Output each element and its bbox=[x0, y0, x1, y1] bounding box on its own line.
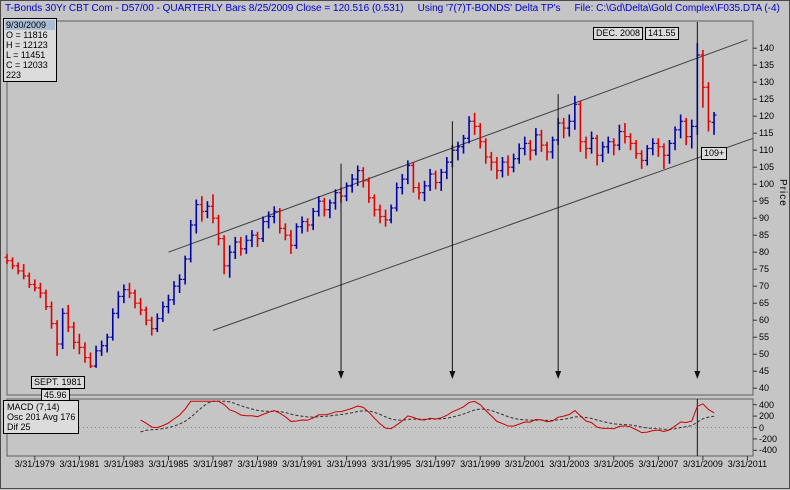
price-tick-label: 95 bbox=[759, 196, 770, 207]
x-axis-label: 3/31/1985 bbox=[148, 459, 189, 469]
high-annotation-value[interactable]: 141.55 bbox=[645, 27, 679, 40]
x-axis-label: 3/31/1995 bbox=[371, 459, 412, 469]
price-tick-label: 80 bbox=[759, 247, 770, 258]
x-axis-label: 3/31/1989 bbox=[237, 459, 278, 469]
x-axis-label: 3/31/1979 bbox=[14, 459, 55, 469]
x-axis-label: 3/31/2003 bbox=[549, 459, 590, 469]
price-tick-label: 115 bbox=[759, 128, 774, 139]
x-axis-label: 3/31/1983 bbox=[103, 459, 144, 469]
macd-tick-label: 400 bbox=[759, 399, 775, 410]
ohlc-info-box: 9/30/2009 O = 11816 H = 12123 L = 11451 C =… bbox=[3, 18, 57, 82]
price-tick-label: 105 bbox=[759, 162, 775, 173]
x-axis-label: 3/31/1993 bbox=[326, 459, 367, 469]
channel-value-annotation[interactable]: 109+ bbox=[701, 147, 728, 160]
macd-title: MACD (7,14) bbox=[7, 402, 60, 412]
header-instrument-info: T-Bonds 30Yr CBT Com - D57/00 - QUARTERL… bbox=[5, 3, 404, 14]
info-rows: O = 11816 H = 12123 L = 11451 C = 12033 223 bbox=[5, 30, 55, 80]
price-tick-label: 50 bbox=[759, 349, 770, 360]
macd-axis: 400 200 0 -200 -400 bbox=[753, 1, 790, 490]
header-file-path: File: C:\Gd\Delta\Gold Complex\F035.DTA … bbox=[574, 3, 780, 14]
x-axis-label: 3/31/2011 bbox=[727, 459, 768, 469]
macd-dif-value: Dif 25 bbox=[7, 422, 31, 432]
price-tick-label: 135 bbox=[759, 60, 775, 71]
price-axis-title: Price bbox=[777, 179, 788, 207]
x-axis-label: 3/31/2005 bbox=[593, 459, 634, 469]
price-tick-label: 40 bbox=[759, 383, 770, 394]
price-tick-label: 125 bbox=[759, 94, 775, 105]
price-tick-label: 110 bbox=[759, 145, 774, 156]
price-tick-label: 85 bbox=[759, 230, 770, 241]
header-delta-tp-info: Using '7(7)T-BONDS' Delta TP's bbox=[417, 3, 561, 14]
macd-legend: MACD (7,14) Osc 201 Avg 176 Dif 25 bbox=[3, 400, 80, 434]
x-axis-label: 3/31/2007 bbox=[638, 459, 679, 469]
info-row: 223 bbox=[6, 70, 22, 80]
x-axis-label: 3/31/2009 bbox=[682, 459, 723, 469]
price-tick-label: 45 bbox=[759, 366, 770, 377]
chart-header: T-Bonds 30Yr CBT Com - D57/00 - QUARTERL… bbox=[1, 1, 789, 16]
price-tick-label: 140 bbox=[759, 43, 775, 54]
price-tick-label: 100 bbox=[759, 179, 775, 190]
info-date: 9/30/2009 bbox=[5, 20, 55, 30]
x-axis-label: 3/31/1999 bbox=[460, 459, 501, 469]
high-annotation-date[interactable]: DEC. 2008 bbox=[593, 27, 644, 40]
price-tick-label: 120 bbox=[759, 111, 775, 122]
info-row: O = 11816 bbox=[6, 30, 48, 40]
price-axis: 140 135 130 125 120 115 110 105 100 95 90 85 80 75 70 6… bbox=[753, 1, 790, 490]
low-annotation-date[interactable]: SEPT. 1981 bbox=[31, 376, 85, 389]
time-axis: 3/31/1979 3/31/1981 3/31/1983 3/31/1985 3/31… bbox=[1, 459, 790, 471]
x-axis-label: 3/31/1991 bbox=[282, 459, 323, 469]
x-axis-label: 3/31/1981 bbox=[59, 459, 100, 469]
x-axis-label: 3/31/1987 bbox=[192, 459, 233, 469]
macd-osc-avg-values: Osc 201 Avg 176 bbox=[7, 412, 76, 422]
price-tick-label: 90 bbox=[759, 213, 770, 224]
price-tick-label: 75 bbox=[759, 264, 770, 275]
price-tick-label: 65 bbox=[759, 298, 770, 309]
info-row: C = 12033 bbox=[6, 60, 48, 70]
price-tick-label: 55 bbox=[759, 332, 770, 343]
macd-tick-label: -200 bbox=[759, 433, 778, 444]
macd-tick-label: 200 bbox=[759, 411, 775, 422]
price-tick-label: 70 bbox=[759, 281, 770, 292]
price-tick-label: 60 bbox=[759, 315, 770, 326]
price-tick-label: 130 bbox=[759, 77, 775, 88]
macd-tick-label: 0 bbox=[759, 422, 765, 433]
info-row: L = 11451 bbox=[6, 50, 46, 60]
high-annotation[interactable]: DEC. 2008 141.55 bbox=[593, 27, 679, 40]
x-axis-label: 3/31/1997 bbox=[415, 459, 456, 469]
macd-tick-label: -400 bbox=[759, 445, 778, 456]
x-axis-label: 3/31/2001 bbox=[504, 459, 545, 469]
info-row: H = 12123 bbox=[6, 40, 48, 50]
